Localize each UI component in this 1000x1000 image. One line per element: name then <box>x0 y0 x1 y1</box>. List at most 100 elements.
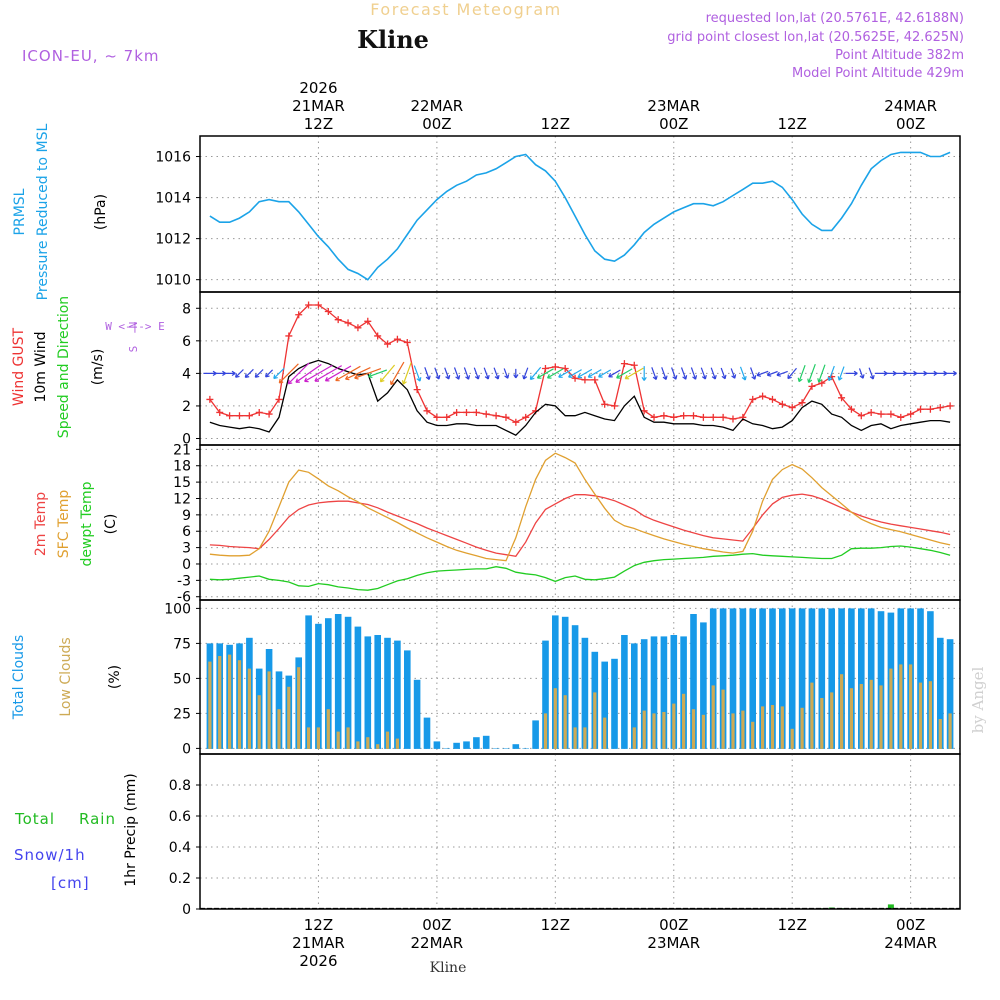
wind-direction-arrow <box>522 367 529 380</box>
credit-watermark: by Angel <box>969 666 987 733</box>
gust-label: Wind GUST <box>11 327 27 406</box>
wind-direction-arrow <box>304 364 333 383</box>
y-tick-label: 12 <box>173 491 191 507</box>
low-clouds-bar <box>869 679 873 749</box>
total-clouds-label: Total Clouds <box>11 635 27 720</box>
wind-direction-arrow <box>837 366 845 381</box>
low-clouds-bar <box>790 728 794 749</box>
total-clouds-bar <box>443 748 451 749</box>
gust-marker <box>384 340 392 348</box>
y-tick-label: 1014 <box>155 191 191 207</box>
low-clouds-bar <box>326 709 330 749</box>
total-clouds-bar <box>946 639 954 749</box>
low-clouds-bar <box>336 731 340 749</box>
y-tick-label: 50 <box>173 671 191 687</box>
low-clouds-bar <box>385 731 390 749</box>
gust-marker <box>354 324 362 332</box>
product-title: Forecast Meteogram <box>370 0 561 19</box>
time-label-bottom: 2026 <box>299 952 337 970</box>
low-clouds-bar <box>770 705 775 749</box>
y-tick-label: 1010 <box>155 273 191 289</box>
compass-west-east: W <-|-> E <box>105 320 165 333</box>
time-label-top: 2026 <box>299 79 337 97</box>
y-tick-label: 15 <box>173 475 191 491</box>
total-clouds-bar <box>482 735 490 749</box>
y-tick-label: 3 <box>182 541 191 557</box>
y-tick-label: 100 <box>164 601 191 617</box>
y-tick-label: 1016 <box>155 150 191 166</box>
wind-direction-arrow <box>700 367 707 380</box>
low-clouds-bar <box>691 709 696 749</box>
gust-marker <box>857 412 865 420</box>
y-tick-label: 0.4 <box>169 840 191 856</box>
low-clouds-bar <box>563 695 567 749</box>
wind-unit: (m/s) <box>90 349 106 386</box>
time-label-bottom: 12Z <box>304 916 333 934</box>
time-label-top: 23MAR <box>647 97 700 115</box>
dewpoint-line <box>209 545 951 591</box>
wind-line <box>209 359 951 436</box>
wind-direction-arrow <box>598 369 612 378</box>
gust-marker <box>443 413 451 421</box>
low-clouds-bar <box>662 712 666 749</box>
y-tick-label: 0 <box>182 431 191 447</box>
time-label-bottom: 00Z <box>659 916 688 934</box>
total-clouds-bar <box>601 661 608 749</box>
gust-marker <box>926 405 934 413</box>
wind-direction-arrow <box>943 370 957 377</box>
low-clouds-bar <box>376 744 380 749</box>
total-clouds-bar <box>404 650 411 749</box>
wind-direction-arrow <box>807 363 816 383</box>
y-tick-label: 0.2 <box>169 871 191 887</box>
low-clouds-bar <box>603 717 607 749</box>
y-tick-label: 0 <box>182 902 191 918</box>
footer-location: Kline <box>430 960 467 976</box>
total-clouds-bar <box>334 614 342 749</box>
wind-direction-arrow <box>651 367 658 380</box>
total-clouds-bar <box>917 608 924 749</box>
low-clouds-bar <box>346 727 350 749</box>
low-clouds-bar <box>356 741 360 749</box>
total-clouds-bar <box>680 636 687 749</box>
gust-marker <box>808 382 816 390</box>
wind-direction-arrow <box>503 368 510 379</box>
precip-snow-label: Snow/1h <box>14 846 86 864</box>
total-clouds-bar <box>522 748 529 749</box>
requested-coordinates: requested lon,lat (20.5761E, 42.6188N) <box>706 11 964 26</box>
total-clouds-bar <box>828 608 835 749</box>
wind-direction-arrow <box>868 367 875 380</box>
total-clouds-bar <box>305 615 312 749</box>
wind-direction-arrow <box>254 369 264 378</box>
gust-marker <box>867 408 875 416</box>
wind-direction-arrow <box>513 368 519 379</box>
gust-marker <box>265 410 273 418</box>
low-clouds-bar <box>395 738 399 749</box>
sfc-temp-line <box>209 452 951 562</box>
wind-direction-arrow <box>493 367 500 380</box>
y-tick-label: 25 <box>173 706 191 722</box>
time-label-bottom: 12Z <box>541 916 570 934</box>
time-label-bottom: 00Z <box>896 916 925 934</box>
gust-marker <box>285 332 293 340</box>
dewpoint-label: dewpt Temp <box>79 481 95 566</box>
gust-marker <box>620 360 628 368</box>
low-clouds-bar <box>938 719 942 749</box>
wind-direction-arrow <box>720 367 727 380</box>
low-clouds-bar <box>859 684 863 749</box>
low-clouds-bar <box>297 667 301 749</box>
gust-marker <box>897 413 905 421</box>
gust-marker <box>699 413 707 421</box>
total-clouds-bar <box>542 640 549 749</box>
gust-marker <box>611 402 619 410</box>
wind-direction-arrow <box>587 369 602 378</box>
wind-direction-arrow <box>739 366 747 381</box>
total-clouds-bar <box>719 608 727 749</box>
gust-marker <box>453 408 461 416</box>
low-clouds-bar <box>761 706 765 749</box>
pressure-label-short: PRMSL <box>12 188 28 235</box>
total-clouds-bar <box>552 615 559 749</box>
rain-bar <box>887 904 894 909</box>
gust-marker <box>759 392 767 400</box>
